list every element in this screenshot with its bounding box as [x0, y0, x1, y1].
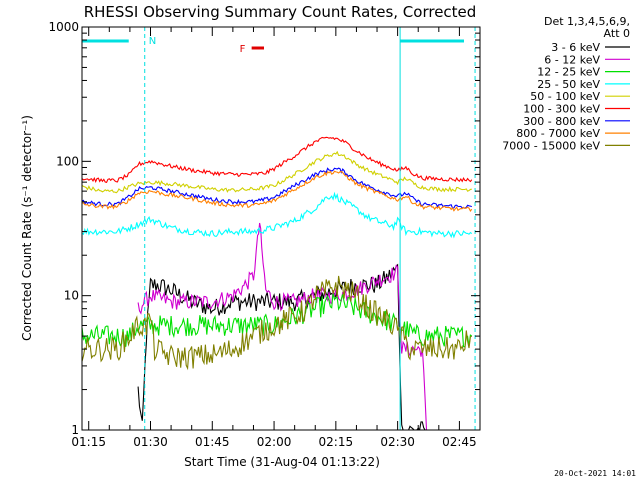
y-axis-label: Corrected Count Rate (s⁻¹ detector⁻¹) — [20, 115, 34, 341]
legend-entry-label: 6 - 12 keV — [544, 53, 600, 66]
y-tick-label: 1000 — [48, 20, 79, 34]
x-tick-label: 02:30 — [380, 435, 415, 449]
x-tick-label: 02:45 — [442, 435, 477, 449]
series-layer — [82, 136, 473, 430]
x-axis: 01:15 01:30 01:45 02:00 02:15 02:30 02:45 — [71, 27, 481, 449]
x-tick-label: 02:00 — [257, 435, 292, 449]
chart-title: RHESSI Observing Summary Count Rates, Co… — [84, 3, 477, 21]
x-axis-label: Start Time (31-Aug-04 01:13:22) — [184, 455, 380, 469]
series-line-300-800-kev — [82, 167, 472, 209]
y-axis: 1 10 100 1000 — [48, 20, 480, 437]
y-tick-label: 100 — [56, 154, 79, 168]
legend-entry-label: 7000 - 15000 keV — [502, 139, 600, 152]
night-label: N — [149, 36, 156, 47]
x-tick-label: 02:15 — [319, 435, 354, 449]
annotation-layer: NF — [82, 27, 476, 430]
legend-header-line: Det 1,3,4,5,6,9, — [544, 15, 630, 28]
series-line-7000-15000-kev — [82, 275, 473, 371]
legend-entry-label: 12 - 25 keV — [537, 66, 600, 79]
legend-entry-label: 3 - 6 keV — [551, 41, 600, 54]
timestamp: 20-Oct-2021 14:01 — [554, 469, 636, 478]
legend-entry-label: 100 - 300 keV — [523, 103, 600, 116]
y-tick-label: 10 — [64, 289, 79, 303]
x-tick-label: 01:15 — [71, 435, 106, 449]
series-line-25-50-kev — [82, 191, 473, 239]
series-line-50-100-kev — [82, 150, 472, 194]
x-tick-label: 01:45 — [195, 435, 230, 449]
legend-entry-label: 25 - 50 keV — [537, 78, 600, 91]
legend-entry-label: 300 - 800 keV — [523, 115, 600, 128]
x-tick-label: 01:30 — [133, 435, 168, 449]
series-line-6-12-kev — [137, 222, 428, 430]
legend-header-line: Att 0 — [604, 27, 630, 40]
series-line-100-300-kev — [82, 136, 473, 184]
series-line-3-6-kev — [137, 263, 427, 430]
y-tick-label: 1 — [71, 423, 79, 437]
flare-label: F — [240, 44, 246, 55]
legend-entry-label: 800 - 7000 keV — [516, 127, 600, 140]
legend-entry-label: 50 - 100 keV — [530, 90, 600, 103]
series-line-800-7000-kev — [82, 170, 473, 213]
plot-frame — [81, 26, 481, 431]
